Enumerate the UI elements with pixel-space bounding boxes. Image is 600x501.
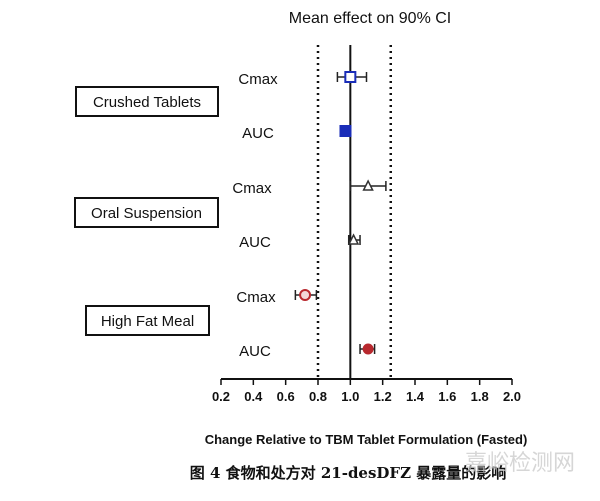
x-tick-label: 0.8: [309, 389, 327, 404]
group-labels: Crushed Tablets Oral Suspension High Fat M…: [74, 86, 219, 336]
row-label: AUC: [239, 234, 271, 251]
x-axis-label: Change Relative to TBM Tablet Formulatio…: [205, 432, 528, 447]
row-label: Cmax: [236, 289, 276, 306]
x-tick-label: 1.2: [374, 389, 392, 404]
x-tick-label: 1.6: [438, 389, 456, 404]
figure-caption: 图 4 食物和处方对 21-desDFZ 暴露量的影响: [190, 464, 507, 482]
x-tick-label: 1.0: [341, 389, 359, 404]
x-tick-label: 0.4: [244, 389, 263, 404]
x-tick-label: 2.0: [503, 389, 521, 404]
group-box: [75, 86, 219, 117]
point-estimate: [299, 289, 312, 301]
row-label: Cmax: [238, 71, 278, 88]
group-label: High Fat Meal: [101, 313, 194, 330]
point-estimate: [344, 71, 357, 83]
group-box: [74, 197, 219, 228]
watermark-text: 嘉峪检测网: [465, 451, 575, 476]
point-estimate: [362, 179, 374, 191]
chart-title: Mean effect on 90% CI: [289, 10, 451, 27]
point-estimate: [362, 343, 374, 355]
row-label: Cmax: [232, 180, 272, 197]
point-estimate: [347, 233, 360, 245]
group-label: Crushed Tablets: [93, 94, 201, 111]
x-tick-label: 0.2: [212, 389, 230, 404]
data-rows: Cmax AUC Cmax AUC Cmax AUC: [232, 71, 387, 360]
x-tick-label: 1.8: [471, 389, 489, 404]
plot-frame: [316, 45, 392, 379]
group-box: [85, 305, 210, 336]
x-tick-label: 0.6: [277, 389, 295, 404]
point-estimate: [339, 125, 352, 137]
group-label: Oral Suspension: [91, 205, 202, 222]
row-label: AUC: [242, 125, 274, 142]
x-axis: 0.2 0.4 0.6 0.8 1.0 1.2 1.4 1.6 1.8 2.0: [212, 378, 521, 404]
row-label: AUC: [239, 343, 271, 360]
x-tick-label: 1.4: [406, 389, 425, 404]
